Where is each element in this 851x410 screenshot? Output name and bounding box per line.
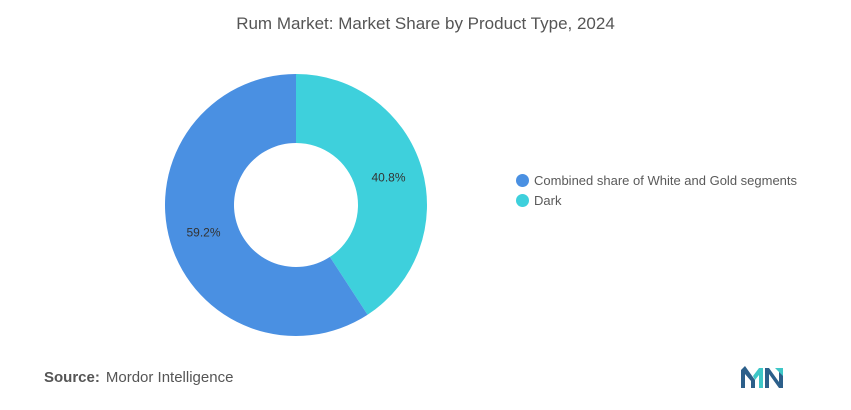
source-label: Source: [44, 369, 100, 386]
legend-item-white-gold: Combined share of White and Gold segment… [516, 170, 797, 190]
legend-item-dark: Dark [516, 190, 797, 210]
data-label-white-gold: 59.2% [186, 226, 220, 240]
legend-swatch-white-gold [516, 173, 529, 187]
mordor-intelligence-logo-icon [741, 366, 783, 388]
legend-label-white-gold: Combined share of White and Gold segment… [534, 172, 798, 188]
data-label-dark: 40.8% [371, 170, 405, 184]
legend-label-dark: Dark [534, 192, 562, 208]
legend-swatch-dark [516, 193, 529, 207]
source-note: Source: Mordor Intelligence [44, 369, 233, 386]
legend: Combined share of White and Gold segment… [516, 170, 797, 210]
slice-dark [296, 74, 428, 315]
source-text: Mordor Intelligence [105, 369, 234, 386]
slice-white-gold [165, 74, 368, 336]
chart-title: Rum Market: Market Share by Product Type… [236, 14, 615, 33]
